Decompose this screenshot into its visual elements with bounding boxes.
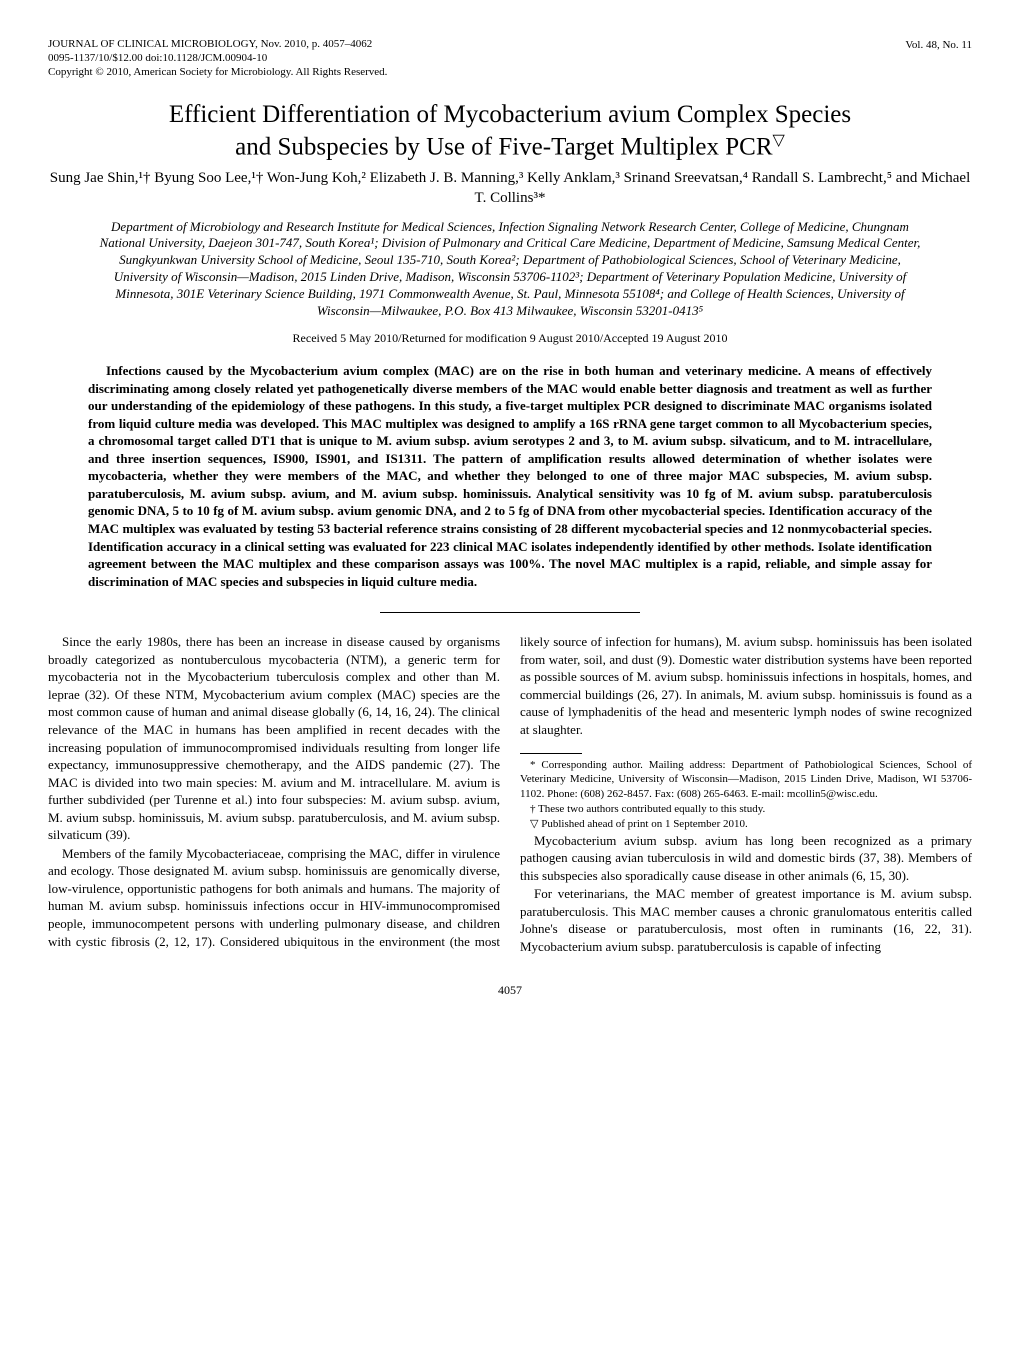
paragraph-4: For veterinarians, the MAC member of gre… [520, 885, 972, 955]
footnote-equal-contribution: † These two authors contributed equally … [520, 802, 972, 817]
footnote-rule [520, 753, 582, 754]
authors: Sung Jae Shin,¹† Byung Soo Lee,¹† Won-Ju… [48, 168, 972, 209]
volume-issue: Vol. 48, No. 11 [905, 38, 972, 79]
journal-line-2: 0095-1137/10/$12.00 doi:10.1128/JCM.0090… [48, 52, 387, 66]
journal-line-3: Copyright © 2010, American Society for M… [48, 66, 387, 80]
paragraph-3: Mycobacterium avium subsp. avium has lon… [520, 832, 972, 885]
header-left: JOURNAL OF CLINICAL MICROBIOLOGY, Nov. 2… [48, 38, 387, 79]
abstract: Infections caused by the Mycobacterium a… [88, 362, 932, 590]
title-symbol: ▽ [773, 132, 785, 149]
affiliations: Department of Microbiology and Research … [96, 219, 924, 320]
page-header: JOURNAL OF CLINICAL MICROBIOLOGY, Nov. 2… [48, 38, 972, 79]
footnote-corresponding: * Corresponding author. Mailing address:… [520, 758, 972, 803]
journal-line-1: JOURNAL OF CLINICAL MICROBIOLOGY, Nov. 2… [48, 38, 387, 52]
received-dates: Received 5 May 2010/Returned for modific… [48, 330, 972, 346]
article-title: Efficient Differentiation of Mycobacteri… [48, 99, 972, 162]
body-text: Since the early 1980s, there has been an… [48, 633, 972, 955]
abstract-divider [380, 612, 640, 613]
page-number: 4057 [48, 982, 972, 998]
title-line-2: and Subspecies by Use of Five-Target Mul… [235, 133, 772, 160]
title-line-1: Efficient Differentiation of Mycobacteri… [169, 101, 851, 128]
paragraph-1: Since the early 1980s, there has been an… [48, 633, 500, 844]
footnotes: * Corresponding author. Mailing address:… [520, 758, 972, 832]
footnote-publish-ahead: ▽ Published ahead of print on 1 Septembe… [520, 817, 972, 832]
